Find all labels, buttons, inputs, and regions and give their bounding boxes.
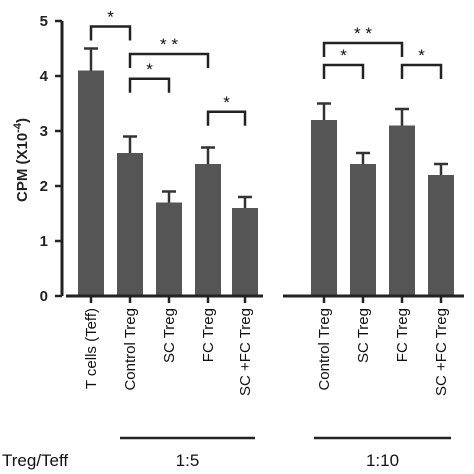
bar-8 bbox=[428, 175, 454, 296]
group-label-0: 1:5 bbox=[176, 451, 200, 470]
x-category-label-6: SC Treg bbox=[355, 308, 372, 363]
bar-6 bbox=[350, 164, 376, 296]
y-axis-label: CPM (X10-4) bbox=[12, 118, 31, 202]
significance-bracket-2 bbox=[128, 77, 171, 93]
significance-label-2: * bbox=[146, 60, 153, 79]
x-category-label-8: SC +FC Treg bbox=[433, 308, 450, 396]
bar-2 bbox=[156, 202, 182, 296]
bar-7 bbox=[389, 125, 415, 296]
x-category-label-1: Control Treg bbox=[122, 308, 139, 391]
group-label-1: 1:10 bbox=[366, 451, 399, 470]
significance-bracket-4 bbox=[322, 41, 404, 57]
significance-bracket-5 bbox=[322, 63, 365, 79]
x-category-label-7: FC Treg bbox=[394, 308, 411, 362]
x-category-label-2: SC Treg bbox=[161, 308, 178, 363]
significance-label-4: * * bbox=[354, 24, 372, 43]
bar-5 bbox=[311, 120, 337, 296]
significance-bracket-3 bbox=[206, 110, 247, 126]
y-tick-label-4: 4 bbox=[40, 68, 49, 85]
x-category-label-0: T cells (Teff) bbox=[83, 308, 100, 389]
significance-bracket-0 bbox=[89, 25, 132, 41]
x-category-label-5: Control Treg bbox=[316, 308, 333, 391]
significance-bracket-6 bbox=[400, 63, 443, 79]
x-category-label-3: FC Treg bbox=[200, 308, 217, 362]
significance-label-0: * bbox=[107, 8, 114, 27]
significance-label-6: * bbox=[418, 46, 425, 65]
bar-3 bbox=[195, 164, 221, 296]
y-tick-label-2: 2 bbox=[40, 178, 48, 195]
bar-0 bbox=[78, 70, 104, 296]
x-axis-ratio-label: Treg/Teff bbox=[2, 451, 68, 470]
y-tick-label-5: 5 bbox=[40, 13, 48, 30]
significance-bracket-1 bbox=[128, 52, 210, 68]
significance-label-3: * bbox=[223, 93, 230, 112]
bar-1 bbox=[117, 153, 143, 296]
x-category-label-4: SC +FC Treg bbox=[237, 308, 254, 396]
significance-label-5: * bbox=[340, 46, 347, 65]
y-tick-label-3: 3 bbox=[40, 123, 48, 140]
y-tick-label-1: 1 bbox=[40, 233, 48, 250]
bar-4 bbox=[232, 208, 258, 296]
y-tick-label-0: 0 bbox=[40, 288, 48, 305]
significance-label-1: * * bbox=[160, 35, 178, 54]
